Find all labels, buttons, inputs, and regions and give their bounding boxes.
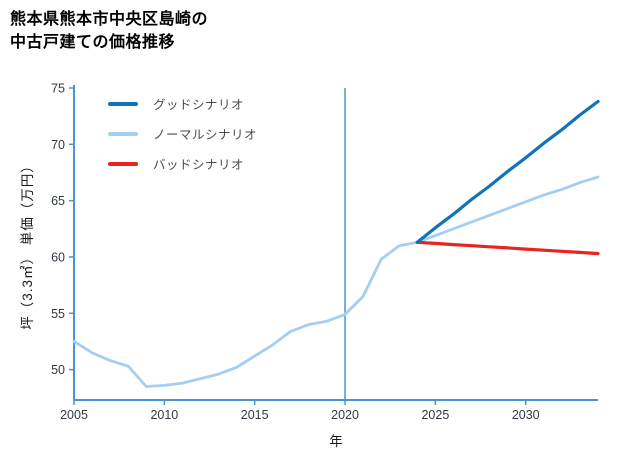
- normal-scenario-line: [72, 175, 600, 388]
- y-tick-label: 65: [51, 194, 65, 208]
- chart-legend: グッドシナリオ ノーマルシナリオ バッドシナリオ: [108, 94, 257, 173]
- chart-title-line-2: 中古戸建ての価格推移: [10, 34, 176, 52]
- x-tick-label: 2015: [241, 408, 269, 422]
- normal-scenario-line-swatch: [108, 131, 138, 136]
- y-tick-label: 60: [51, 250, 65, 264]
- legend-item-good-scenario: グッドシナリオ: [108, 94, 257, 113]
- x-axis-label: 年: [329, 434, 343, 449]
- bad-scenario-line: [415, 240, 600, 256]
- y-tick-label: 70: [51, 138, 65, 152]
- legend-item-bad-scenario: バッドシナリオ: [108, 154, 257, 173]
- legend-item-normal-scenario: ノーマルシナリオ: [108, 124, 257, 143]
- good-scenario-line-swatch: [108, 101, 138, 106]
- y-tick-label: 75: [51, 82, 65, 96]
- y-tick-label: 50: [51, 363, 65, 377]
- y-axis-label: 坪（3.3㎡） 単価（万円）: [20, 158, 35, 330]
- good-scenario-line: [415, 99, 600, 244]
- good-scenario-label: グッドシナリオ: [153, 98, 245, 112]
- x-tick-label: 2005: [60, 408, 88, 422]
- y-tick-label: 55: [51, 307, 65, 321]
- bad-scenario-label: バッドシナリオ: [153, 158, 245, 172]
- x-tick-label: 2025: [421, 408, 449, 422]
- bad-scenario-line-swatch: [108, 161, 138, 166]
- x-tick-label: 2020: [331, 408, 359, 422]
- x-tick-label: 2030: [512, 408, 540, 422]
- chart-title-line-1: 熊本県熊本市中央区島崎の: [10, 11, 209, 28]
- normal-scenario-label: ノーマルシナリオ: [153, 128, 258, 142]
- x-tick-label: 2010: [150, 408, 178, 422]
- chart-title: 熊本県熊本市中央区島崎の 中古戸建ての価格推移: [10, 8, 208, 54]
